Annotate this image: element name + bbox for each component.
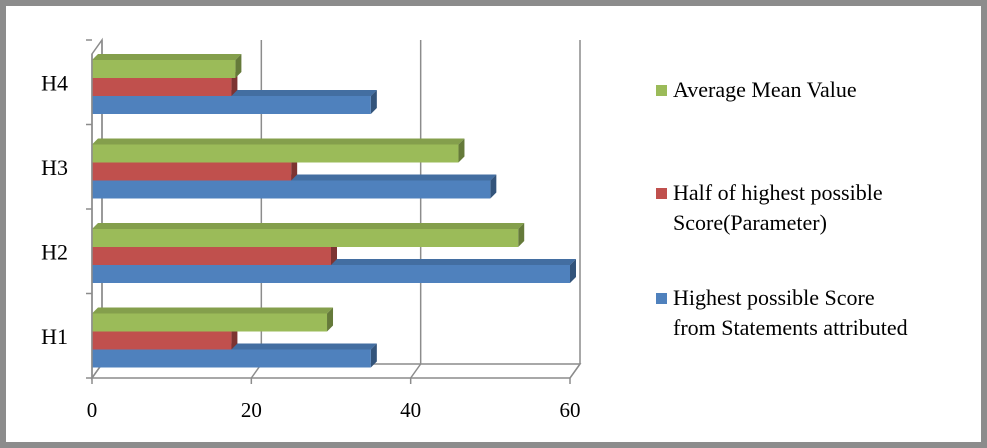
bar-top-H1-2 xyxy=(92,307,334,314)
x-tick-label: 20 xyxy=(241,398,262,422)
bar-H1-1 xyxy=(92,331,232,350)
bar-end-H2-0 xyxy=(570,259,576,283)
legend-label: from Statements attributed xyxy=(673,315,908,340)
bar-end-H3-2 xyxy=(458,138,465,163)
x-tick-label: 0 xyxy=(87,398,98,422)
legend-swatch xyxy=(656,188,667,199)
bar-H2-2 xyxy=(92,229,519,247)
bar-top-H2-2 xyxy=(92,223,525,229)
legend-swatch xyxy=(656,293,667,304)
bar-H4-2 xyxy=(92,60,236,78)
legend-label: Highest possible Score xyxy=(673,285,875,310)
legend-label: Average Mean Value xyxy=(673,77,857,102)
bar-H2-0 xyxy=(92,265,570,283)
floor-gridline xyxy=(410,363,422,379)
bars-layer xyxy=(92,54,576,368)
legend-swatch xyxy=(656,85,667,96)
bar-end-H3-0 xyxy=(490,174,497,199)
floor-gridline xyxy=(569,363,581,379)
y-category-label: H2 xyxy=(41,239,68,264)
bar-end-H2-2 xyxy=(518,223,525,247)
legend: Average Mean Value Half of highest possib… xyxy=(656,77,908,340)
bar-top-H3-2 xyxy=(92,138,465,145)
bar-end-H4-0 xyxy=(370,90,377,114)
bar-H2-1 xyxy=(92,247,331,265)
bar-top-H4-2 xyxy=(92,54,242,60)
bar-end-H4-2 xyxy=(235,54,242,78)
bar-end-H1-0 xyxy=(370,343,377,368)
bar-H1-2 xyxy=(92,313,328,332)
legend-label: Score(Parameter) xyxy=(673,210,827,235)
bar-end-H1-2 xyxy=(327,307,334,332)
x-tick-label: 60 xyxy=(560,398,581,422)
bar-H3-2 xyxy=(92,144,459,163)
bar-H4-1 xyxy=(92,78,232,96)
axis-layer: 0 20 40 60 H1 H2 H3 H4 xyxy=(41,39,581,422)
bar-H3-0 xyxy=(92,180,491,199)
x-tick-label: 40 xyxy=(400,398,421,422)
y-category-label: H3 xyxy=(41,155,68,180)
y-category-label: H4 xyxy=(41,70,68,95)
bar-H1-0 xyxy=(92,349,371,368)
legend-label: Half of highest possible xyxy=(673,180,883,205)
bar-H4-0 xyxy=(92,96,371,114)
y-category-label: H1 xyxy=(41,324,68,349)
bar-H3-1 xyxy=(92,162,292,181)
